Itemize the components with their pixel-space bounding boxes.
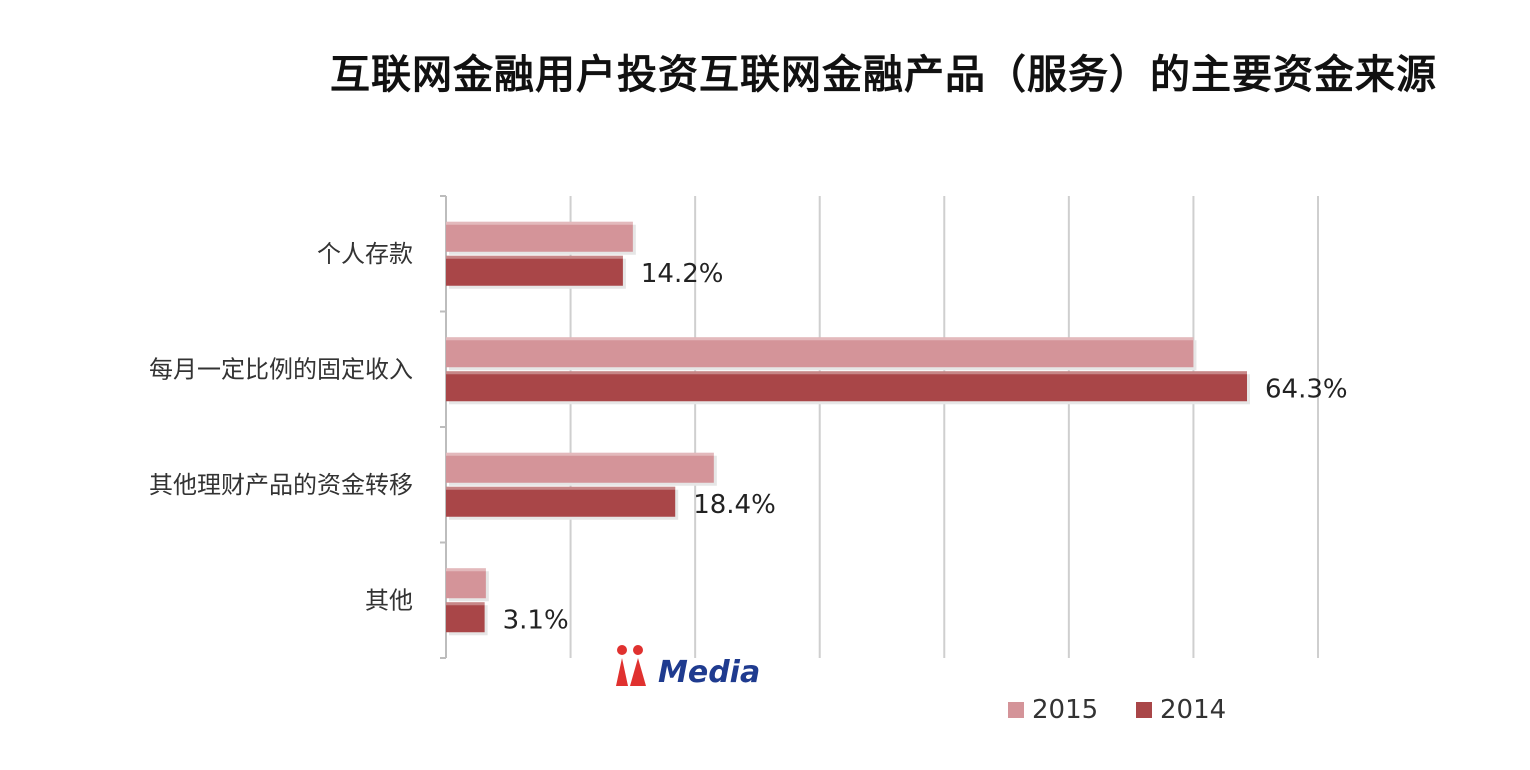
data-label: 3.1% <box>503 605 569 635</box>
bar-2015 <box>446 568 486 598</box>
bar-highlight <box>446 337 1193 340</box>
bar-highlight <box>446 256 623 259</box>
legend-label-2014: 2014 <box>1160 695 1226 725</box>
legend-swatch-2015 <box>1008 702 1024 718</box>
bar-2015 <box>446 453 714 483</box>
category-label: 其他 <box>365 586 413 614</box>
data-label: 14.2% <box>641 259 724 289</box>
bar-highlight <box>446 371 1247 374</box>
bar-2015 <box>446 222 633 252</box>
bar-2015 <box>446 337 1193 367</box>
bar-highlight <box>446 453 714 456</box>
bar-highlight <box>446 487 675 490</box>
data-label: 18.4% <box>693 490 776 520</box>
legend-label-2015: 2015 <box>1032 695 1098 725</box>
bar-2014 <box>446 602 485 632</box>
data-label: 64.3% <box>1265 374 1348 404</box>
bar-2014 <box>446 371 1247 401</box>
iimedia-logo-text: Media <box>658 658 760 688</box>
bar-highlight <box>446 602 485 605</box>
category-label: 其他理财产品的资金转移 <box>149 471 413 499</box>
iimedia-logo: Media <box>612 642 760 688</box>
bar-highlight <box>446 568 486 571</box>
bar-2014 <box>446 256 623 286</box>
legend-swatch-2014 <box>1136 702 1152 718</box>
bar-2014 <box>446 487 675 517</box>
category-label: 个人存款 <box>317 240 413 268</box>
category-label: 每月一定比例的固定收入 <box>149 355 413 383</box>
bar-highlight <box>446 222 633 225</box>
iimedia-logo-mark <box>612 644 656 688</box>
